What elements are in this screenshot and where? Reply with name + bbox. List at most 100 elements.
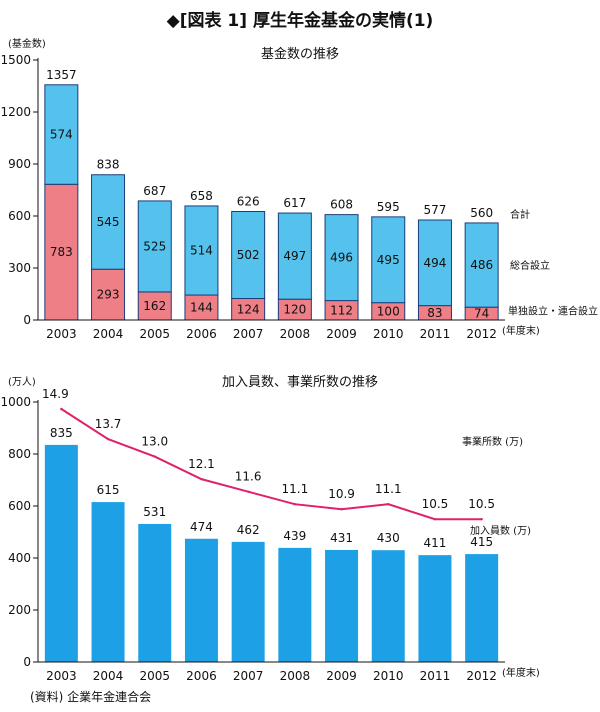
chart1-x-tick-label: 2011 xyxy=(420,327,451,341)
chart2-bar-members xyxy=(184,538,218,662)
chart2-x-tick-label: 2012 xyxy=(466,669,497,683)
chart1-data-label-single-union: 783 xyxy=(50,245,73,259)
chart1-x-tick-label: 2003 xyxy=(46,327,77,341)
chart1-total-label: 687 xyxy=(143,184,166,198)
chart2-x-axis-label: (年度末) xyxy=(502,666,540,679)
chart1-x-tick-label: 2004 xyxy=(93,327,124,341)
chart2-x-tick-label: 2006 xyxy=(186,669,217,683)
chart1-x-tick-label: 2010 xyxy=(373,327,404,341)
chart1-title: 基金数の推移 xyxy=(261,46,339,62)
chart2-bar-members xyxy=(465,554,499,662)
chart1-x-tick-label: 2006 xyxy=(186,327,217,341)
chart1-y-tick-label: 1200 xyxy=(0,105,31,119)
chart2-data-label-members: 431 xyxy=(330,531,353,545)
chart2-data-label-establishments: 14.9 xyxy=(42,387,69,401)
chart2-y-tick-label: 0 xyxy=(23,655,31,669)
chart2-x-tick-label: 2008 xyxy=(280,669,311,683)
chart2-bar-members xyxy=(371,550,405,662)
chart1-data-label-comprehensive: 525 xyxy=(143,239,166,253)
chart1-data-label-comprehensive: 514 xyxy=(190,243,213,257)
chart1-data-label-single-union: 144 xyxy=(190,301,213,315)
chart1-y-tick-label: 600 xyxy=(8,209,31,223)
chart1-x-tick-label: 2008 xyxy=(280,327,311,341)
chart2-data-label-members: 430 xyxy=(377,531,400,545)
chart1-legend-single-union: 単独設立・連合設立 xyxy=(508,305,598,318)
source-note: (資料) 企業年金連合会 xyxy=(30,690,152,704)
chart1-bar-single-union xyxy=(44,183,79,321)
chart2-y-tick-label: 200 xyxy=(8,603,31,617)
chart2-bar-members xyxy=(278,547,312,662)
chart2-bar-members xyxy=(91,502,125,662)
chart1-data-label-comprehensive: 486 xyxy=(470,258,493,272)
chart1-y-axis-label: (基金数) xyxy=(8,37,46,50)
figure-title: ◆[図表 1] 厚生年金基金の実情(1) xyxy=(166,11,434,31)
chart1-y-tick-label: 0 xyxy=(23,313,31,327)
chart1-x-tick-label: 2012 xyxy=(466,327,497,341)
chart1-bar-comprehensive xyxy=(231,210,266,300)
chart1-total-label: 838 xyxy=(97,158,120,172)
chart1-total-label: 608 xyxy=(330,198,353,212)
chart2-data-label-establishments: 13.0 xyxy=(141,435,168,449)
chart2-x-tick-label: 2007 xyxy=(233,669,264,683)
chart1-bar-comprehensive xyxy=(44,84,79,185)
chart1-data-label-single-union: 100 xyxy=(377,304,400,318)
chart2-bar-members xyxy=(231,541,265,662)
chart1-data-label-comprehensive: 494 xyxy=(423,256,446,270)
chart1-total-label: 617 xyxy=(283,196,306,210)
chart2-line-point xyxy=(106,437,110,441)
chart2-data-label-establishments: 11.1 xyxy=(281,482,308,496)
chart1-x-tick-label: 2005 xyxy=(139,327,170,341)
chart2-bar-members xyxy=(44,444,78,662)
chart2-data-label-members: 439 xyxy=(283,529,306,543)
chart2-data-label-establishments: 10.5 xyxy=(468,497,495,511)
chart2-data-label-establishments: 11.6 xyxy=(235,470,262,484)
chart1-total-label: 1357 xyxy=(46,68,77,82)
chart2-line-point xyxy=(200,477,203,481)
chart1-x-tick-label: 2007 xyxy=(233,327,264,341)
chart2-x-tick-label: 2003 xyxy=(46,669,77,683)
chart2-x-tick-label: 2009 xyxy=(326,669,357,683)
chart1-total-label: 658 xyxy=(190,189,213,203)
chart1-bar-comprehensive xyxy=(184,205,219,296)
chart2-line-point xyxy=(60,407,63,411)
chart1-legend-comprehensive: 総合設立 xyxy=(510,259,550,272)
chart1-total-label: 577 xyxy=(423,203,446,217)
chart2-y-tick-label: 1000 xyxy=(0,395,31,409)
chart2-x-tick-label: 2010 xyxy=(373,669,404,683)
chart1-x-tick-label: 2009 xyxy=(326,327,357,341)
chart2-line-point xyxy=(340,507,343,511)
chart2-line-establishments xyxy=(60,408,482,521)
chart1-bar-comprehensive xyxy=(417,219,452,307)
chart1-data-label-single-union: 120 xyxy=(283,303,306,317)
chart2-line-point xyxy=(246,490,250,493)
chart1-bar-comprehensive xyxy=(371,216,406,304)
chart1-bar-comprehensive xyxy=(464,222,499,308)
chart2-title: 加入員数、事業所数の推移 xyxy=(222,374,378,390)
chart1-total-label: 595 xyxy=(377,200,400,214)
chart2-data-label-members: 474 xyxy=(190,520,213,534)
chart2-data-label-establishments: 10.9 xyxy=(328,487,355,501)
chart1-bar-comprehensive xyxy=(91,174,126,270)
chart2-line-point xyxy=(153,455,156,458)
chart2-line-point xyxy=(293,502,297,506)
chart2-line-point xyxy=(387,502,390,506)
chart2-data-label-establishments: 12.1 xyxy=(188,457,215,471)
chart2-data-label-members: 531 xyxy=(143,505,166,519)
chart1-bar-comprehensive xyxy=(277,212,312,300)
chart1-data-label-comprehensive: 497 xyxy=(283,249,306,263)
chart1-data-label-comprehensive: 545 xyxy=(97,215,120,229)
chart2-legend-members: 加入員数 (万) xyxy=(470,524,531,537)
chart2-y-tick-label: 600 xyxy=(8,499,31,513)
chart2-bar-members xyxy=(138,523,172,662)
chart2-x-tick-label: 2011 xyxy=(420,669,451,683)
chart1-data-label-single-union: 112 xyxy=(330,303,353,317)
chart2-data-label-establishments: 10.5 xyxy=(422,497,449,511)
chart2-y-axis-label: (万人) xyxy=(8,376,36,388)
chart1-data-label-comprehensive: 574 xyxy=(50,128,73,142)
chart2-bar-members xyxy=(325,549,359,662)
chart1-data-label-single-union: 162 xyxy=(143,299,166,313)
chart1-total-label: 560 xyxy=(470,206,493,220)
chart2-data-label-establishments: 13.7 xyxy=(95,417,122,431)
chart1-x-axis-label: (年度末) xyxy=(502,324,540,337)
chart2-line-point xyxy=(480,518,483,521)
